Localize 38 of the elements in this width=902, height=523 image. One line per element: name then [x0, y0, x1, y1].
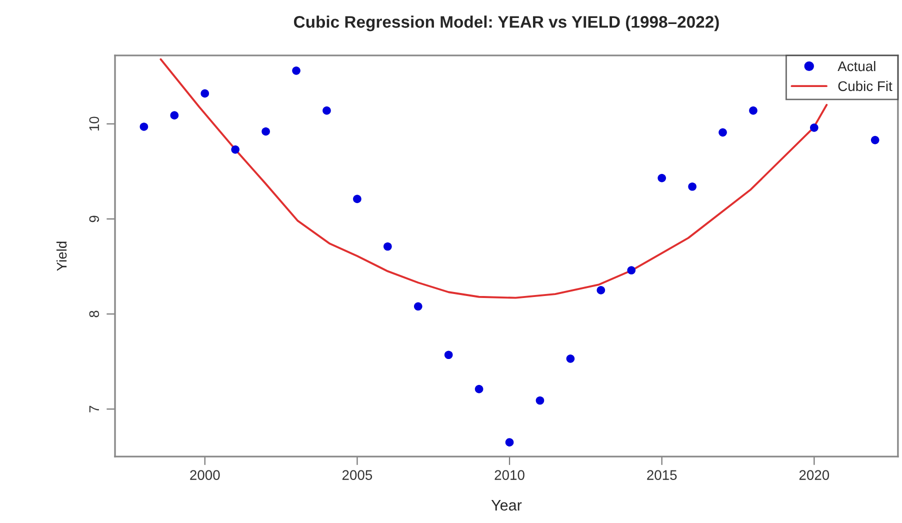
point: [474, 384, 484, 394]
point: [231, 145, 240, 154]
x-tick-label: 2005: [342, 470, 372, 480]
line-series: [160, 58, 828, 299]
y-tick-label: 9: [89, 216, 100, 222]
point: [505, 438, 514, 446]
point: [170, 111, 179, 120]
x-tick-label: 2020: [799, 470, 830, 480]
point: [627, 266, 636, 274]
y-axis-title: Yield: [56, 242, 67, 271]
point: [292, 66, 300, 75]
point: [262, 127, 270, 136]
point: [200, 89, 210, 98]
chart-title: Cubic Regression Model: YEAR vs YIELD (1998–2022): [294, 16, 719, 32]
point: [718, 128, 727, 137]
y-tick-label: 8: [89, 310, 100, 318]
y-tick-label: 7: [89, 406, 99, 412]
point: [658, 174, 666, 182]
point: [444, 350, 453, 360]
x-tick-label: 2015: [647, 470, 677, 480]
point: [353, 194, 362, 204]
y-tick-label: 10: [89, 116, 100, 131]
point: [383, 242, 392, 251]
point: [414, 302, 422, 311]
point: [140, 122, 148, 131]
point: [536, 396, 544, 405]
point: [566, 354, 575, 363]
x-tick-label: 2010: [494, 470, 524, 480]
point: [596, 286, 606, 294]
point: [749, 106, 758, 115]
point: [688, 182, 696, 191]
legend-label: Actual: [838, 60, 876, 72]
point: [870, 136, 880, 144]
x-axis-title: Year: [491, 500, 522, 511]
legend-label: Cubic Fit: [838, 80, 892, 92]
x-tick-label: 2000: [190, 470, 220, 480]
point: [322, 106, 331, 115]
point: [810, 124, 818, 132]
